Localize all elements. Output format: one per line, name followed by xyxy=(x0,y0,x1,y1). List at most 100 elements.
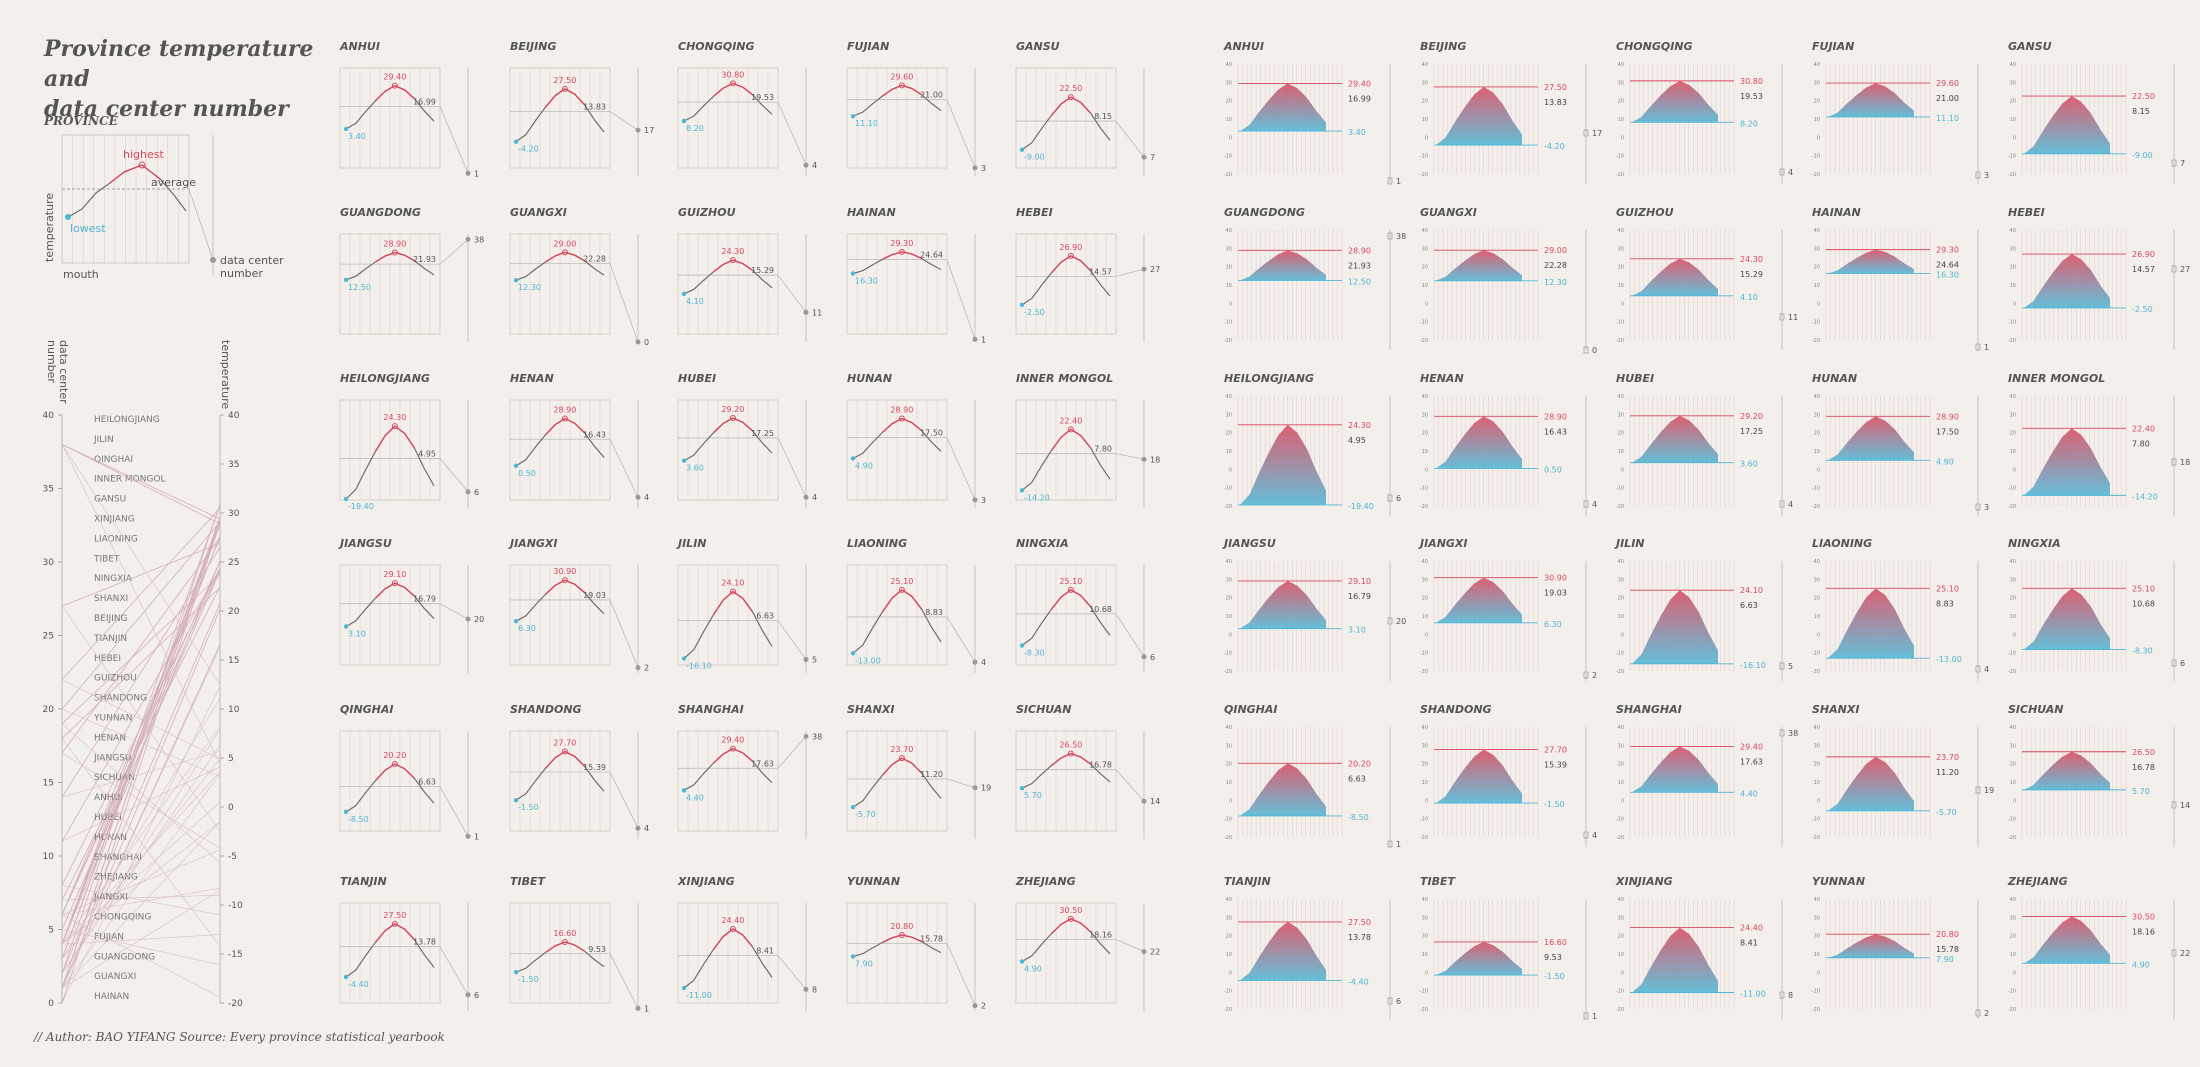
line-panel-avg-value: 15.39 xyxy=(583,763,606,772)
line-panel-avg-value: 8.83 xyxy=(925,608,943,617)
line-panel-dc-link xyxy=(777,620,807,660)
area-panel-avg-value: 7.80 xyxy=(2132,439,2150,448)
area-panel-tick-label: 0 xyxy=(1817,632,1820,638)
area-panel-fill xyxy=(2024,751,2110,790)
line-panel-dc-marker xyxy=(803,309,809,315)
area-panel-low-value: -8.50 xyxy=(1348,813,1369,822)
area-panel-avg-value: 14.57 xyxy=(2132,265,2155,274)
line-panel-dc-marker xyxy=(465,236,471,242)
area-panel-tick-label: 40 xyxy=(1618,228,1624,234)
slope-province-label: NINGXIA xyxy=(94,574,133,584)
area-panel-fill xyxy=(1240,921,1326,981)
slope-province-label: SHANXI xyxy=(94,594,128,604)
area-panel-tick-label: 30 xyxy=(1618,743,1624,749)
area-panel-tick-label: -10 xyxy=(1224,817,1232,823)
slope-province-label: GANSU xyxy=(94,495,126,505)
area-panel-dc-marker xyxy=(1975,786,1981,794)
line-panel-dc-value: 3 xyxy=(981,496,986,505)
area-panel: NINGXIA 40 30 20 10 0 -10 -20 25.10 10.68 -8.30 6 xyxy=(2008,537,2185,681)
area-panel-tick-label: 0 xyxy=(1817,135,1820,141)
line-panel-low-marker xyxy=(850,456,856,461)
area-panel-dc-value: 4 xyxy=(1592,500,1597,509)
area-panel-tick-label: 0 xyxy=(1229,135,1232,141)
slope-line-low xyxy=(61,729,221,974)
line-panel-low-value: -13.00 xyxy=(855,656,881,665)
area-panel-high-value: 26.50 xyxy=(2132,748,2155,757)
area-panel-tick-label: 10 xyxy=(1814,283,1820,289)
area-panel-dc-marker xyxy=(1779,991,1785,999)
area-panel-tick-label: 30 xyxy=(1422,577,1428,583)
line-panel-high-value: 29.30 xyxy=(890,239,913,248)
line-panel-dc-link xyxy=(439,603,469,620)
area-panel-tick-label: 20 xyxy=(1422,99,1428,105)
area-panel-title: SHANXI xyxy=(1812,703,1859,716)
line-panel: GUANGDONG 28.90 12.50 21.93 38 xyxy=(339,206,484,342)
line-panel-high-value: 23.70 xyxy=(890,745,913,754)
area-panel-tick-label: 10 xyxy=(1422,117,1428,123)
area-panel-tick-label: 40 xyxy=(1226,725,1232,731)
line-panel-dc-link xyxy=(439,239,469,265)
area-panel-high-value: 16.60 xyxy=(1544,938,1567,947)
line-panel-low-marker xyxy=(343,126,349,132)
slope-province-label: HEBEI xyxy=(94,654,121,664)
line-panel-low-marker xyxy=(1019,302,1025,308)
area-panel: HENAN 40 30 20 10 0 -10 -20 28.90 16.43 0.50 4 xyxy=(1420,372,1597,516)
line-panel-low-value: -9.00 xyxy=(1024,153,1045,162)
line-panel-high-marker xyxy=(391,761,398,767)
slope-province-label: LIAONING xyxy=(94,534,138,544)
area-panel-fill xyxy=(1828,934,1914,958)
area-panel-title: TIANJIN xyxy=(1224,875,1271,888)
line-panel-low-value: -16.10 xyxy=(686,662,712,671)
line-panel-dc-value: 2 xyxy=(981,1002,986,1011)
area-panel-tick-label: 20 xyxy=(1422,762,1428,768)
area-panel-high-value: 29.10 xyxy=(1348,577,1371,586)
area-panel-tick-label: 20 xyxy=(1618,762,1624,768)
slope-right-tick-label: -5 xyxy=(228,852,237,862)
area-panel-tick-label: -10 xyxy=(2008,651,2016,657)
slope-left-tick-label: 25 xyxy=(43,632,54,642)
area-panel-tick-label: -10 xyxy=(1616,651,1624,657)
area-panel-tick-label: -20 xyxy=(2008,504,2016,510)
line-panel-curve-high xyxy=(1050,96,1091,116)
area-panel-dc-value: 1 xyxy=(1984,343,1989,352)
area-panel-tick-label: 20 xyxy=(1814,431,1820,437)
slope-line-high xyxy=(61,516,221,960)
line-panel-dc-value: 1 xyxy=(644,1004,649,1013)
line-panel-avg-value: 19.53 xyxy=(751,93,774,102)
line-panel-dc-link xyxy=(777,101,807,166)
line-panel: XINJIANG 24.40 -11.00 8.41 8 xyxy=(677,875,817,1011)
area-panel-dc-value: 3 xyxy=(1984,503,1989,512)
area-panel-high-value: 27.70 xyxy=(1544,746,1567,755)
line-panel-high-marker xyxy=(729,745,736,752)
legend-x-label: mouth xyxy=(63,268,99,281)
slope-province-label: YUNNAN xyxy=(93,714,132,724)
area-panel-tick-label: 40 xyxy=(1226,559,1232,565)
line-panel-dc-value: 1 xyxy=(981,335,986,344)
area-panel-avg-value: 15.29 xyxy=(1740,270,1763,279)
area-panel-tick-label: 0 xyxy=(1621,970,1624,976)
area-panel-avg-value: 13.83 xyxy=(1544,98,1567,107)
area-panel-tick-label: 40 xyxy=(1814,897,1820,903)
area-panel-tick-label: -10 xyxy=(1224,486,1232,492)
area-panel-low-value: -1.50 xyxy=(1544,972,1565,981)
area-panel: TIANJIN 40 30 20 10 0 -10 -20 27.50 13.78 -4.40 6 xyxy=(1224,875,1401,1019)
line-panel-low-value: 8.20 xyxy=(686,124,704,133)
line-panel-avg-value: 18.16 xyxy=(1089,930,1112,939)
line-panel-low-marker xyxy=(850,271,856,276)
area-panel-tick-label: 10 xyxy=(1618,117,1624,123)
slope-line-high xyxy=(61,521,221,710)
area-panel-dc-marker xyxy=(1583,346,1589,354)
line-panel-avg-value: 21.00 xyxy=(920,91,943,100)
area-panel-tick-label: 30 xyxy=(1814,577,1820,583)
line-panel-high-value: 29.40 xyxy=(383,73,406,82)
area-panel-fill xyxy=(1632,415,1718,463)
area-panel-tick-label: 20 xyxy=(2010,99,2016,105)
area-panel-dc-value: 6 xyxy=(1396,997,1401,1006)
area-panel-tick-label: -20 xyxy=(1224,835,1232,841)
area-panel-dc-value: 19 xyxy=(1984,786,1994,795)
line-panel-curve-high xyxy=(374,251,415,263)
line-panel-high-value: 29.60 xyxy=(890,72,913,81)
area-panel: SHANDONG 40 30 20 10 0 -10 -20 27.70 15.39 -1.50 4 xyxy=(1420,703,1597,847)
line-panel-high-value: 30.90 xyxy=(553,567,576,576)
line-panel-title: XINJIANG xyxy=(677,875,735,888)
